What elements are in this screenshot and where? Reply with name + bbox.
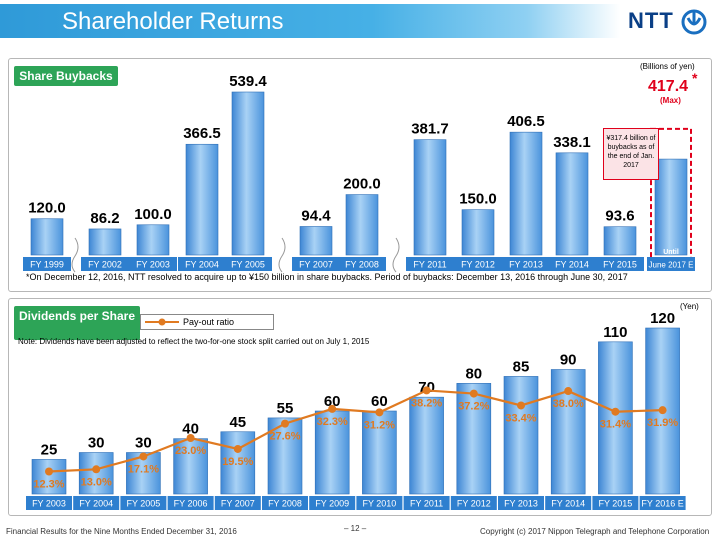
- dividend-value-label: 120: [650, 310, 675, 327]
- dividend-category-label: FY 2014: [551, 499, 585, 509]
- buyback-footnote: *On December 12, 2016, NTT resolved to a…: [26, 272, 628, 282]
- payout-ratio-point: [92, 465, 100, 473]
- dividend-value-label: 30: [88, 435, 105, 452]
- payout-ratio-label: 31.4%: [600, 419, 631, 431]
- dividend-value-label: 30: [135, 435, 152, 452]
- payout-ratio-label: 31.2%: [364, 419, 395, 431]
- dividend-category-label: FY 2010: [362, 499, 396, 509]
- footer-left: Financial Results for the Nine Months En…: [6, 527, 237, 536]
- payout-ratio-point: [281, 420, 289, 428]
- payout-ratio-point: [328, 405, 336, 413]
- payout-ratio-label: 27.6%: [269, 431, 300, 443]
- dividend-value-label: 85: [513, 358, 530, 375]
- payout-ratio-point: [187, 434, 195, 442]
- dividend-bar: [410, 397, 444, 494]
- dividend-value-label: 45: [229, 414, 246, 431]
- dividend-category-label: FY 2016 E: [641, 499, 683, 509]
- max-label: (Max): [660, 96, 681, 105]
- dividend-note: Note: Dividends have been adjusted to re…: [18, 337, 369, 346]
- payout-ratio-point: [45, 468, 53, 476]
- dividend-category-label: FY 2012: [457, 499, 491, 509]
- payout-ratio-point: [470, 390, 478, 398]
- dividend-value-label: 90: [560, 352, 577, 369]
- dividend-category-label: FY 2005: [126, 499, 160, 509]
- payout-ratio-point: [659, 406, 667, 414]
- payout-ratio-point: [564, 387, 572, 395]
- dividend-category-label: FY 2007: [221, 499, 255, 509]
- payout-ratio-label: 32.3%: [317, 416, 348, 428]
- dividend-category-label: FY 2004: [79, 499, 113, 509]
- dividend-bar: [504, 376, 538, 494]
- payout-ratio-point: [234, 445, 242, 453]
- dividend-category-label: FY 2009: [315, 499, 349, 509]
- payout-ratio-label: 19.5%: [222, 456, 253, 468]
- payout-ratio-label: 38.2%: [411, 397, 442, 409]
- dividend-category-label: FY 2006: [174, 499, 208, 509]
- legend: Pay-out ratio: [140, 314, 274, 330]
- dividend-category-label: FY 2008: [268, 499, 302, 509]
- payout-ratio-label: 33.4%: [505, 412, 536, 424]
- page-number: – 12 –: [344, 524, 366, 533]
- dividend-value-label: 55: [277, 400, 294, 417]
- payout-ratio-point: [611, 408, 619, 416]
- payout-ratio-point: [139, 452, 147, 460]
- copyright: Copyright (c) 2017 Nippon Telegraph and …: [480, 527, 709, 536]
- payout-ratio-point: [375, 408, 383, 416]
- payout-ratio-label: 17.1%: [128, 463, 159, 475]
- max-star: *: [692, 70, 697, 86]
- max-value: 417.4: [648, 78, 688, 96]
- dividend-category-label: FY 2003: [32, 499, 66, 509]
- payout-ratio-label: 37.2%: [458, 401, 489, 413]
- dividend-category-label: FY 2013: [504, 499, 538, 509]
- payout-ratio-label: 31.9%: [647, 417, 678, 429]
- dividend-value-label: 80: [465, 365, 482, 382]
- payout-ratio-label: 23.0%: [175, 445, 206, 457]
- legend-line-icon: [143, 315, 183, 329]
- dividend-category-label: FY 2011: [410, 499, 443, 509]
- payout-ratio-label: 38.0%: [553, 398, 584, 410]
- payout-ratio-point: [423, 386, 431, 394]
- dividend-value-label: 25: [41, 441, 58, 458]
- payout-ratio-label: 12.3%: [33, 479, 64, 491]
- dividend-chart: 25FY 200330FY 200430FY 200540FY 200645FY…: [0, 0, 720, 520]
- payout-ratio-point: [517, 401, 525, 409]
- payout-ratio-label: 13.0%: [81, 476, 112, 488]
- buyback-callout: ¥317.4 billion of buybacks as of the end…: [603, 128, 659, 180]
- dividend-category-label: FY 2015: [598, 499, 632, 509]
- dividend-value-label: 110: [603, 324, 627, 341]
- dividend-value-label: 60: [371, 393, 388, 410]
- legend-label: Pay-out ratio: [183, 317, 234, 327]
